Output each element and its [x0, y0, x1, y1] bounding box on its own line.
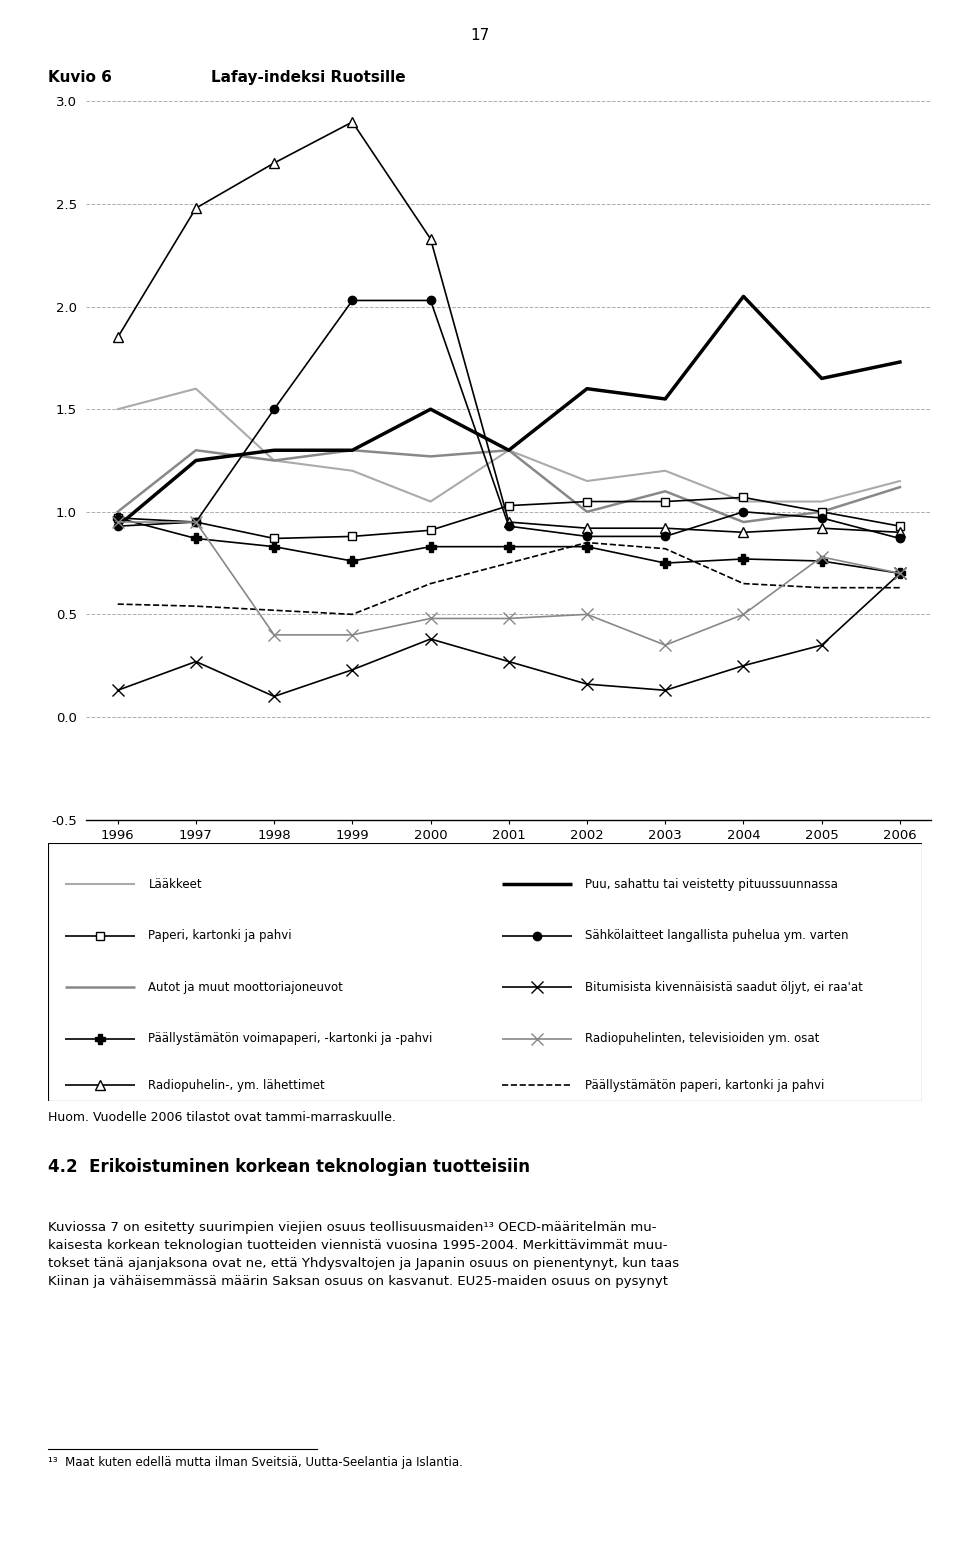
FancyBboxPatch shape: [48, 843, 922, 1101]
Text: Päällystämätön voimapaperi, -kartonki ja -pahvi: Päällystämätön voimapaperi, -kartonki ja…: [149, 1032, 433, 1046]
Text: Autot ja muut moottoriajoneuvot: Autot ja muut moottoriajoneuvot: [149, 980, 344, 994]
Text: Kuviossa 7 on esitetty suurimpien viejien osuus teollisuusmaiden¹³ OECD-määritel: Kuviossa 7 on esitetty suurimpien viejie…: [48, 1221, 679, 1288]
Text: Huom. Vuodelle 2006 tilastot ovat tammi-marraskuulle.: Huom. Vuodelle 2006 tilastot ovat tammi-…: [48, 1111, 396, 1124]
Text: Lääkkeet: Lääkkeet: [149, 877, 203, 891]
Text: Radiopuhelin-, ym. lähettimet: Radiopuhelin-, ym. lähettimet: [149, 1079, 325, 1091]
Text: Kuvio 6: Kuvio 6: [48, 70, 112, 86]
Text: Paperi, kartonki ja pahvi: Paperi, kartonki ja pahvi: [149, 929, 292, 943]
Text: Lafay-indeksi Ruotsille: Lafay-indeksi Ruotsille: [211, 70, 406, 86]
Text: Sähkölaitteet langallista puhelua ym. varten: Sähkölaitteet langallista puhelua ym. va…: [586, 929, 849, 943]
Text: 4.2  Erikoistuminen korkean teknologian tuotteisiin: 4.2 Erikoistuminen korkean teknologian t…: [48, 1158, 530, 1177]
Text: Bitumisista kivennäisistä saadut öljyt, ei raa'at: Bitumisista kivennäisistä saadut öljyt, …: [586, 980, 863, 994]
Text: 17: 17: [470, 28, 490, 44]
Text: Puu, sahattu tai veistetty pituussuunnassa: Puu, sahattu tai veistetty pituussuunnas…: [586, 877, 838, 891]
Text: ¹³  Maat kuten edellä mutta ilman Sveitsiä, Uutta-Seelantia ja Islantia.: ¹³ Maat kuten edellä mutta ilman Sveitsi…: [48, 1456, 463, 1469]
Text: Päällystämätön paperi, kartonki ja pahvi: Päällystämätön paperi, kartonki ja pahvi: [586, 1079, 825, 1091]
Text: Radiopuhelinten, televisioiden ym. osat: Radiopuhelinten, televisioiden ym. osat: [586, 1032, 820, 1046]
